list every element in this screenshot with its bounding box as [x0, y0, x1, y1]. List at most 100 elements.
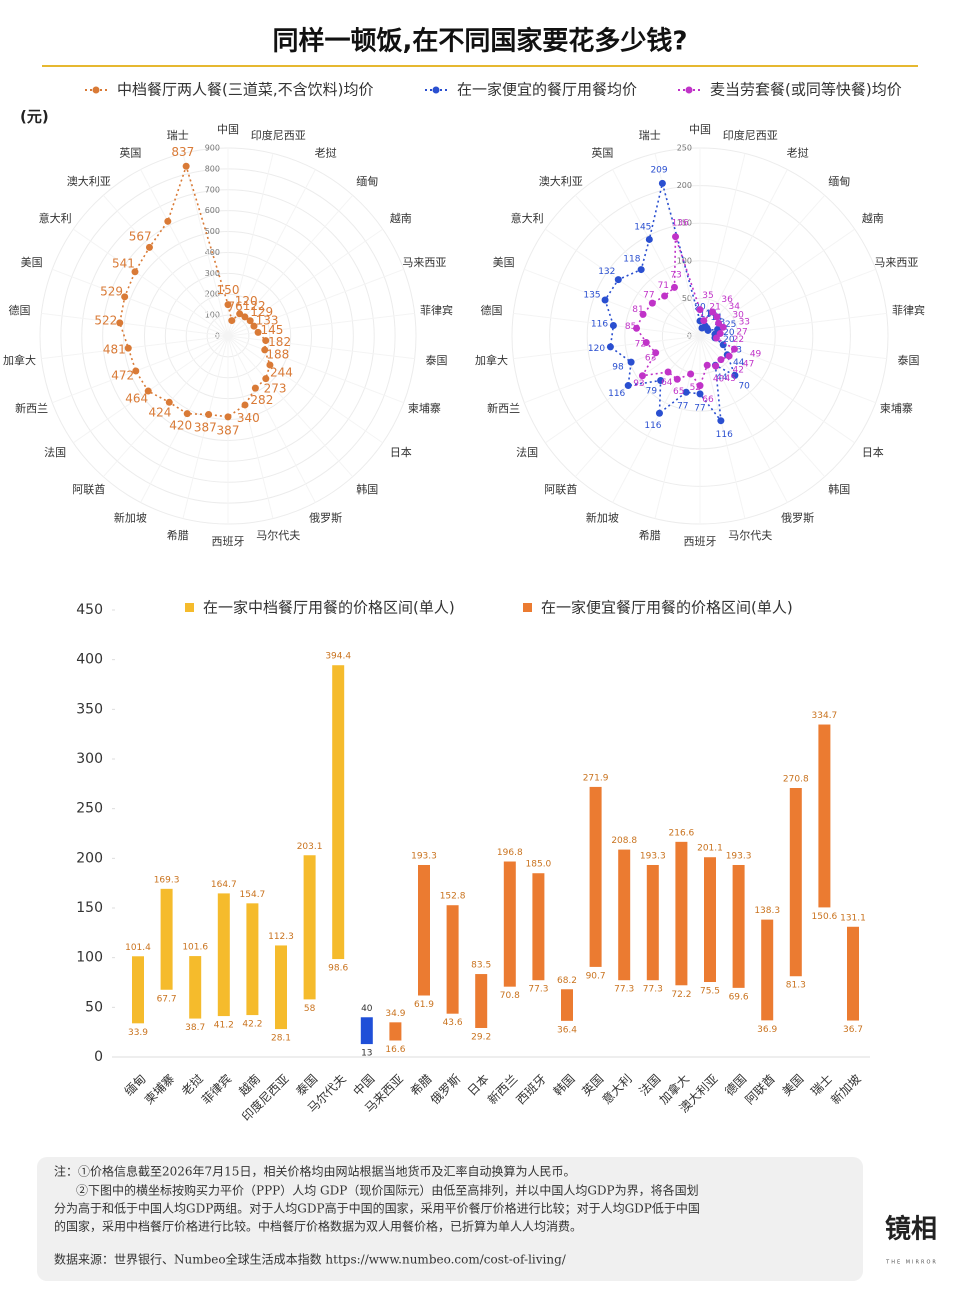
radar-point [670, 283, 678, 291]
x-tick-label: 新西兰 [484, 1071, 520, 1107]
spoke [699, 335, 887, 360]
radar-point [145, 243, 153, 251]
category-label: 日本 [390, 445, 412, 459]
category-label: 瑞士 [167, 128, 189, 142]
range-bar [189, 956, 202, 1019]
radar-point [645, 235, 653, 243]
low-label: 43.6 [443, 1018, 463, 1028]
legend-label: 在一家便宜餐厅用餐的价格区间(单人) [541, 599, 793, 617]
legend-label: 中档餐厅两人餐(三道菜,不含饮料)均价 [117, 81, 373, 99]
r-tick-label: 600 [205, 206, 220, 215]
high-label: 208.8 [611, 836, 637, 846]
low-label: 28.1 [271, 1034, 291, 1044]
y-tick-label: 400 [76, 652, 103, 668]
value-label: 522 [94, 314, 117, 328]
range-bar [475, 974, 488, 1028]
spoke [612, 169, 701, 337]
radar-point [121, 293, 129, 301]
value-label: 244 [270, 365, 293, 379]
value-label: 340 [237, 411, 260, 425]
value-label: 40 [713, 374, 725, 384]
category-label: 印度尼西亚 [723, 128, 778, 142]
category-label: 中国 [217, 123, 239, 136]
value-label: 424 [149, 405, 172, 419]
spoke [699, 335, 876, 404]
high-label: 201.1 [697, 844, 723, 854]
title: 同样一顿饭,在不同国家要花多少钱? [273, 26, 688, 57]
spoke [227, 335, 354, 478]
radar-point [731, 371, 739, 379]
spoke [574, 194, 701, 337]
radar-point [164, 217, 172, 225]
spoke [182, 153, 229, 337]
high-label: 34.9 [385, 1009, 405, 1019]
radar-point [228, 317, 236, 325]
radar-point [116, 319, 124, 327]
value-label: 64 [661, 378, 673, 388]
value-label: 188 [266, 347, 289, 361]
x-tick-label: 西班牙 [514, 1072, 549, 1107]
category-label: 越南 [862, 211, 884, 225]
x-tick-label: 柬埔寨 [141, 1071, 177, 1107]
value-label: 44 [733, 358, 745, 368]
value-label: 150 [217, 283, 240, 297]
radar-point [250, 322, 258, 330]
radar-line [118, 163, 271, 418]
low-label: 77.3 [614, 985, 634, 995]
spoke [612, 335, 701, 503]
x-tick-label: 新加坡 [828, 1071, 864, 1107]
spoke [227, 335, 274, 519]
range-bar [847, 926, 859, 1021]
category-label: 瑞士 [639, 128, 661, 142]
value-label: 387 [194, 421, 217, 435]
spoke [227, 194, 354, 337]
category-label: 美国 [493, 256, 515, 269]
value-label: 135 [583, 291, 600, 301]
high-label: 169.3 [154, 875, 180, 885]
spoke [524, 335, 701, 404]
range-bar [246, 903, 259, 1016]
range-bar [418, 864, 430, 996]
range-bar [275, 945, 287, 1030]
radar-point [132, 367, 140, 375]
value-label: 79 [646, 386, 658, 396]
radar-point [131, 268, 139, 276]
value-label: 116 [716, 430, 733, 440]
value-label: 837 [171, 145, 194, 159]
range-bar [675, 841, 688, 986]
range-bar [503, 861, 516, 987]
range-bar [761, 919, 774, 1021]
legend-label: 在一家便宜的餐厅用餐均价 [457, 81, 637, 99]
category-label: 德国 [481, 303, 503, 317]
category-label: 中国 [689, 123, 711, 136]
category-label: 阿联酋 [544, 482, 577, 496]
radar-point [224, 301, 232, 309]
source: 数据来源：世界银行、Numbeo全球生活成本指数 https://www.num… [54, 1252, 567, 1267]
spoke [699, 312, 887, 337]
spoke [102, 335, 229, 478]
high-label: 138.3 [754, 906, 780, 916]
spoke [699, 194, 826, 337]
legend-marker [92, 86, 100, 94]
low-label: 16.6 [385, 1045, 405, 1055]
value-label: 122 [243, 299, 266, 313]
value-label: 282 [250, 393, 273, 407]
radar-point [719, 341, 727, 349]
radar-point [717, 356, 725, 364]
high-label: 193.3 [411, 851, 437, 861]
category-label: 老挝 [315, 146, 337, 160]
radar-point [655, 409, 663, 417]
x-tick-label: 意大利 [599, 1071, 635, 1107]
r-tick-label: 0 [215, 332, 220, 341]
value-label: 33 [739, 318, 750, 328]
radar-point [266, 361, 274, 369]
low-label: 81.3 [786, 981, 806, 991]
radar-point [633, 324, 641, 332]
spoke [227, 335, 384, 444]
value-label: 20 [723, 335, 735, 345]
category-label: 俄罗斯 [781, 511, 814, 524]
radar-point [719, 323, 727, 331]
value-label: 21 [709, 303, 720, 313]
r-tick-label: 250 [677, 144, 692, 153]
category-label: 越南 [390, 211, 412, 225]
